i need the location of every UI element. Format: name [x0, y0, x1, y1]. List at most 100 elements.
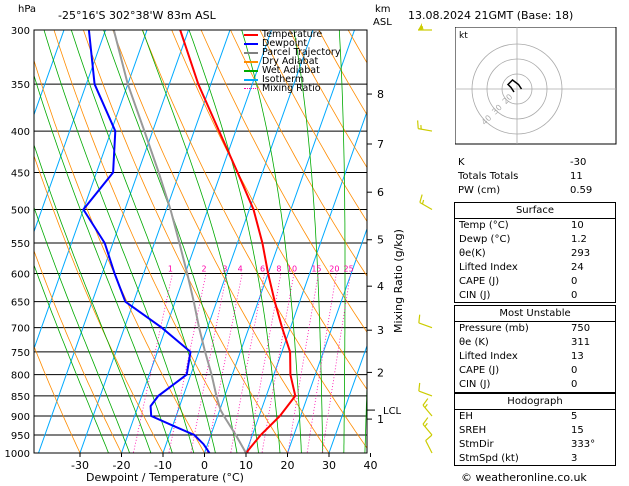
- index-key: Totals Totals: [458, 171, 519, 182]
- wet-adiabat: [34, 74, 173, 453]
- legend-label: Dry Adiabat: [262, 56, 319, 67]
- index-row: StmSpd (kt) 3: [455, 452, 615, 466]
- km-tick-label: 7: [377, 138, 384, 151]
- location-title: -25°16'S 302°38'W 83m ASL: [58, 9, 216, 22]
- pressure-tick-550: 550: [11, 239, 30, 250]
- hodograph-panel: Hodograph EH 5 SREH 15 StmDir 333° StmSpd (kt)…: [454, 393, 616, 466]
- mixing-ratio-label: 10: [287, 265, 297, 274]
- legend-item: Wet Adiabat: [244, 66, 340, 75]
- isotherm: [203, 30, 356, 453]
- index-key: CIN (J): [459, 290, 491, 301]
- index-value: 311: [571, 337, 591, 348]
- legend-swatch: [244, 78, 258, 81]
- index-row: K -30: [454, 156, 616, 170]
- x-tick-label: 30: [322, 459, 336, 472]
- index-row: CIN (J) 0: [455, 289, 615, 303]
- index-value: 293: [571, 248, 591, 259]
- most-unstable-panel: Most Unstable Pressure (mb) 750 θe (K) 311 L…: [454, 305, 616, 393]
- index-key: Lifted Index: [459, 262, 518, 273]
- pressure-tick-700: 700: [11, 324, 30, 335]
- x-axis-label: Dewpoint / Temperature (°C): [86, 471, 244, 484]
- index-value: 0.59: [570, 185, 593, 196]
- x-tick-label: 20: [281, 459, 295, 472]
- pressure-tick-1000: 1000: [5, 449, 30, 460]
- pressure-tick-850: 850: [11, 392, 30, 403]
- x-tick-label: -10: [154, 459, 172, 472]
- legend-swatch: [244, 51, 258, 54]
- dry-adiabat: [259, 30, 367, 223]
- lcl-label: LCL: [383, 406, 402, 417]
- dry-adiabat: [53, 30, 247, 453]
- surface-panel: Surface Temp (°C) 10 Dewp (°C) 1.2 θe(K) 293 L…: [454, 202, 616, 303]
- index-value: 15: [571, 425, 584, 436]
- index-value: 5: [571, 411, 578, 422]
- pressure-tick-500: 500: [11, 205, 30, 216]
- km-tick-label: 1: [377, 413, 384, 426]
- wet-adiabat: [188, 30, 281, 453]
- dry-adiabat: [230, 30, 367, 277]
- legend-item: Dewpoint: [244, 39, 340, 48]
- pressure-tick-950: 950: [11, 431, 30, 442]
- legend-label: Temperature: [262, 29, 323, 40]
- dry-adiabat: [34, 59, 205, 453]
- mixing-ratio-label: 15: [311, 265, 321, 274]
- plot-frame: [33, 29, 368, 454]
- wet-adiabat: [103, 30, 238, 453]
- x-tick-label: 40: [364, 459, 378, 472]
- wet-adiabat: [364, 374, 367, 453]
- index-row: Temp (°C) 10: [455, 219, 615, 233]
- parcel-trajectory-line: [112, 30, 247, 453]
- index-key: EH: [459, 411, 473, 422]
- index-key: Dewp (°C): [459, 234, 511, 245]
- isotherm: [328, 344, 367, 453]
- index-value: 0: [571, 276, 578, 287]
- wet-adiabat: [34, 143, 152, 453]
- index-value: 24: [571, 262, 584, 273]
- dewpoint-line: [82, 30, 211, 453]
- isotherm: [286, 227, 367, 453]
- mixing-ratio-line: [132, 273, 173, 453]
- index-value: 750: [571, 323, 591, 334]
- index-row: θe (K) 311: [455, 336, 615, 350]
- legend-swatch: [244, 88, 258, 89]
- wind-barb: [425, 434, 433, 454]
- pressure-tick-800: 800: [11, 371, 30, 382]
- km-tick-label: 6: [377, 186, 384, 199]
- wet-adiabat: [34, 206, 131, 453]
- legend-item: Dry Adiabat: [244, 57, 340, 66]
- index-key: K: [458, 157, 465, 168]
- index-value: 1.2: [571, 234, 587, 245]
- index-row: Dewp (°C) 1.2: [455, 233, 615, 247]
- index-row: SREH 15: [455, 424, 615, 438]
- pressure-tick-600: 600: [11, 270, 30, 281]
- mixing-ratio-label: 3: [222, 265, 227, 274]
- km-tick-label: 3: [377, 324, 384, 337]
- index-value: 0: [571, 290, 578, 301]
- index-key: CIN (J): [459, 379, 491, 390]
- wet-adiabat: [241, 30, 302, 453]
- legend-swatch: [244, 60, 258, 63]
- wet-adiabat: [293, 30, 324, 453]
- plot-area: [34, 30, 367, 453]
- mixing-ratio-label: 1: [168, 265, 173, 274]
- pressure-tick-900: 900: [11, 412, 30, 423]
- legend-label: Dewpoint: [262, 38, 308, 49]
- isotherm: [34, 30, 65, 117]
- x-tick-label: 0: [201, 459, 208, 472]
- index-key: Pressure (mb): [459, 323, 529, 334]
- wet-adiabat: [142, 30, 259, 453]
- index-row: CIN (J) 0: [455, 378, 615, 392]
- isotherm: [34, 30, 107, 234]
- index-key: PW (cm): [458, 185, 501, 196]
- isotherm: [120, 30, 273, 453]
- wet-adiabat: [70, 30, 216, 453]
- dry-adiabat: [288, 30, 367, 169]
- index-row: PW (cm) 0.59: [454, 184, 616, 198]
- wet-adiabat: [43, 30, 195, 453]
- index-row: Lifted Index 13: [455, 350, 615, 364]
- dry-adiabat: [171, 30, 367, 391]
- wind-barb: [422, 417, 433, 436]
- x-tick-label: -20: [113, 459, 131, 472]
- index-key: CAPE (J): [459, 276, 500, 287]
